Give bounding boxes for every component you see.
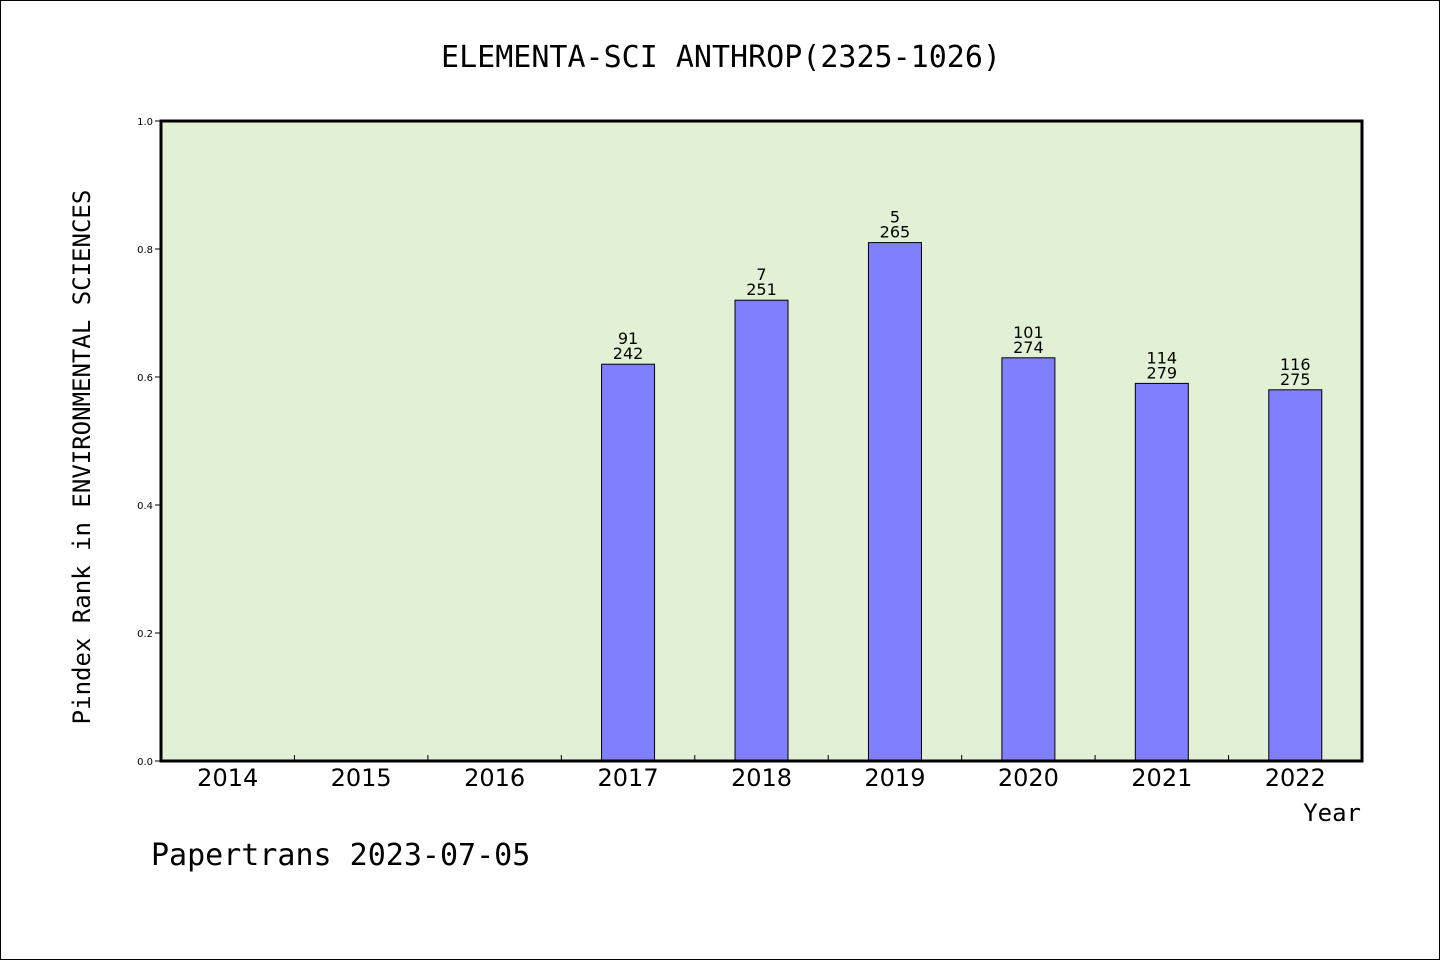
y-tick-label: 0.8 xyxy=(137,245,153,256)
bar-rank-label: 7 xyxy=(756,265,766,284)
bar-2017 xyxy=(601,363,656,762)
bar-rank-label: 91 xyxy=(618,329,638,348)
y-tick-label: 0.6 xyxy=(137,373,153,384)
y-axis-label: Pindex Rank in ENVIRONMENTAL SCIENCES xyxy=(68,190,96,725)
x-tick-label: 2019 xyxy=(864,764,925,792)
x-tick-label: 2015 xyxy=(331,764,392,792)
bar-rank-label: 101 xyxy=(1013,323,1044,342)
x-tick-label: 2017 xyxy=(598,764,659,792)
bar-total-label: 279 xyxy=(1147,363,1178,382)
bar-2020 xyxy=(1001,357,1056,762)
y-tick-label: 1.0 xyxy=(137,117,153,128)
bar-2018 xyxy=(734,299,789,762)
bar-total-label: 275 xyxy=(1280,370,1311,389)
x-tick-label: 2021 xyxy=(1131,764,1192,792)
x-tick-label: 2022 xyxy=(1265,764,1326,792)
y-tick-label: 0.2 xyxy=(137,629,153,640)
bar-rank-label: 5 xyxy=(890,208,900,227)
y-tick-label: 0.0 xyxy=(137,757,153,768)
bar-total-label: 242 xyxy=(613,344,644,363)
x-axis: 2014 2015 2016 2017 2018 2019 2020 2021 2022 xyxy=(197,755,1326,792)
bar-rank-label: 114 xyxy=(1147,348,1178,367)
x-tick-label: 2020 xyxy=(998,764,1059,792)
bar-rank-label: 116 xyxy=(1280,355,1311,374)
bar-total-label: 274 xyxy=(1013,338,1044,357)
x-axis-label: Year xyxy=(1303,799,1361,827)
bar-2019 xyxy=(867,242,922,762)
bar-total-label: 251 xyxy=(746,280,777,299)
y-axis: 0.0 0.2 0.4 0.6 0.8 1.0 xyxy=(137,117,161,768)
x-tick-label: 2014 xyxy=(197,764,258,792)
chart-title: ELEMENTA-SCI ANTHROP(2325-1026) xyxy=(441,40,1001,75)
x-tick-label: 2016 xyxy=(464,764,525,792)
plot-border xyxy=(159,119,1364,763)
bar-2021 xyxy=(1134,382,1189,762)
x-tick-label: 2018 xyxy=(731,764,792,792)
y-tick-label: 0.4 xyxy=(137,501,153,512)
bar-2022 xyxy=(1268,389,1323,762)
footer-text: Papertrans 2023-07-05 xyxy=(151,838,530,873)
bar-total-label: 265 xyxy=(880,223,911,242)
